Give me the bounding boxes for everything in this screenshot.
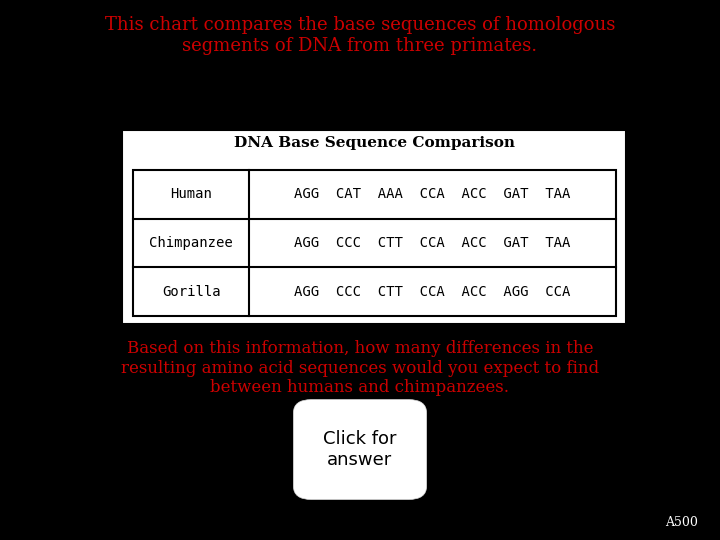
Text: Click for
answer: Click for answer [323,430,397,469]
Text: A500: A500 [665,516,698,529]
Text: Chimpanzee: Chimpanzee [149,236,233,250]
Text: AGG  CCC  CTT  CCA  ACC  AGG  CCA: AGG CCC CTT CCA ACC AGG CCA [294,285,570,299]
Text: This chart compares the base sequences of homologous
segments of DNA from three : This chart compares the base sequences o… [105,16,615,55]
FancyBboxPatch shape [122,130,626,324]
FancyBboxPatch shape [294,400,426,500]
Text: Human: Human [170,187,212,201]
Text: Based on this information, how many differences in the
resulting amino acid sequ: Based on this information, how many diff… [121,340,599,396]
Text: AGG  CAT  AAA  CCA  ACC  GAT  TAA: AGG CAT AAA CCA ACC GAT TAA [294,187,570,201]
Text: Gorilla: Gorilla [162,285,220,299]
Text: AGG  CCC  CTT  CCA  ACC  GAT  TAA: AGG CCC CTT CCA ACC GAT TAA [294,236,570,250]
Text: DNA Base Sequence Comparison: DNA Base Sequence Comparison [234,136,515,150]
